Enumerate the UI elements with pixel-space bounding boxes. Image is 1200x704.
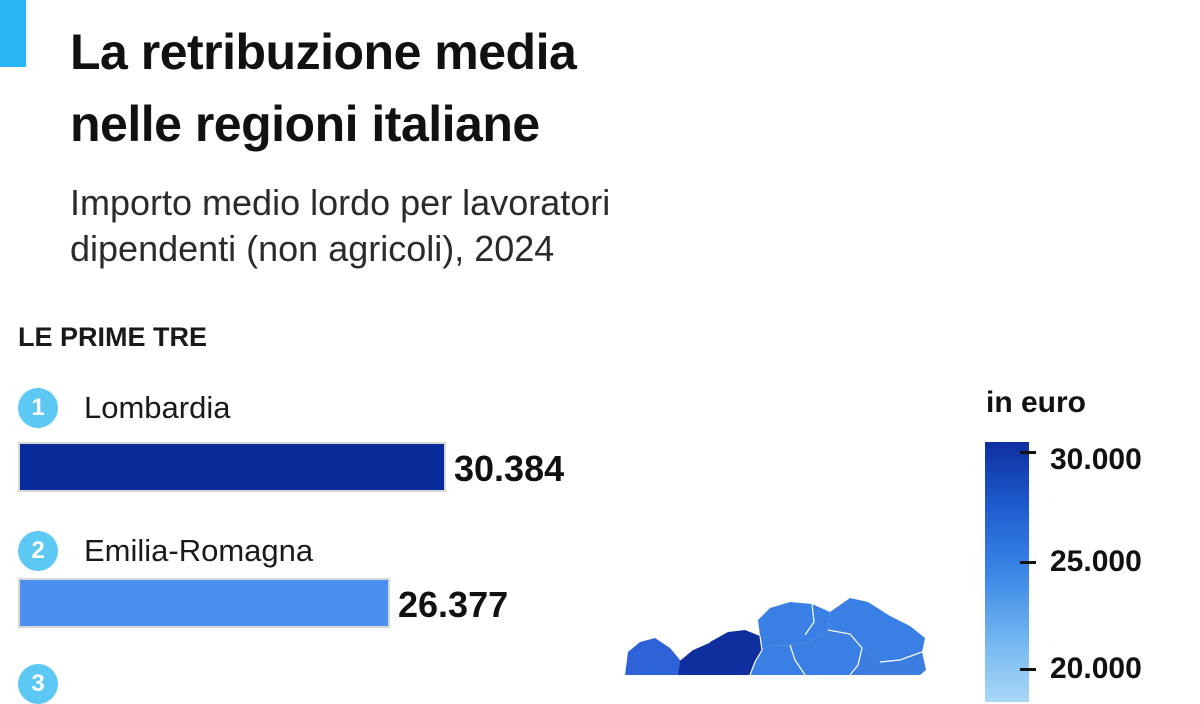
- region-lombardia: [678, 630, 762, 675]
- legend-tick-20000: [1020, 668, 1036, 671]
- region-borders: [679, 603, 923, 675]
- chart-title-line-1: La retribuzione media: [70, 24, 577, 80]
- chart-subtitle: Importo medio lordo per lavoratori dipen…: [70, 180, 970, 272]
- italy-regions-map: [625, 598, 926, 675]
- chart-title-line-2: nelle regioni italiane: [70, 96, 540, 152]
- region-piemonte: [625, 638, 680, 675]
- bar-value-lombardia: 30.384: [454, 448, 565, 489]
- legend-color-ramp: [985, 442, 1029, 702]
- rank-badge-1: 1: [18, 388, 58, 428]
- rank-badge-3: 3: [18, 664, 58, 704]
- region-trentino: [758, 602, 830, 650]
- bar-lombardia: [18, 442, 446, 492]
- legend-label-25000: 25.000: [1050, 545, 1142, 578]
- legend-title: in euro: [986, 386, 1087, 419]
- region-name-2: Emilia-Romagna: [84, 533, 314, 568]
- chart-subtitle-line-1: Importo medio lordo per lavoratori: [70, 182, 611, 223]
- legend-tick-30000: [1020, 451, 1036, 454]
- legend-label-20000: 20.000: [1050, 652, 1142, 685]
- accent-bar: [0, 0, 26, 67]
- chart-title: La retribuzione media nelle regioni ital…: [70, 16, 970, 160]
- legend-label-30000: 30.000: [1050, 443, 1142, 476]
- region-veneto: [750, 630, 862, 675]
- region-name-1: Lombardia: [84, 390, 231, 425]
- region-friuli: [828, 598, 925, 662]
- bar-value-emilia-romagna: 26.377: [398, 584, 509, 625]
- section-label: LE PRIME TRE: [18, 322, 208, 352]
- rank-badge-2: 2: [18, 531, 58, 571]
- bar-emilia-romagna: [18, 578, 390, 628]
- legend-tick-25000: [1020, 561, 1036, 564]
- chart-subtitle-line-2: dipendenti (non agricoli), 2024: [70, 228, 555, 269]
